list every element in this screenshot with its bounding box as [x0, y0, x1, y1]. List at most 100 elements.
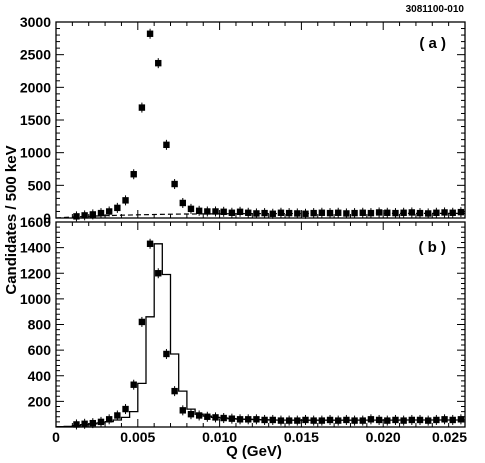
data-point	[433, 209, 440, 216]
panel-b-y-tick-label: 1200	[20, 265, 51, 281]
panel-a-y-tick-label: 2500	[20, 47, 51, 63]
panel-b-label: ( b )	[419, 239, 447, 256]
data-point	[408, 209, 416, 216]
figure-id: 3081100-010	[406, 4, 465, 15]
panel-b-frame	[55, 221, 466, 428]
panel-b-y-tick-label: 1000	[20, 291, 51, 307]
data-point	[89, 419, 97, 427]
data-point	[351, 209, 358, 217]
panel-b-y-tick-label: 400	[28, 368, 52, 384]
panel-b-y-tick-label: 600	[28, 342, 52, 358]
data-point	[171, 387, 178, 395]
panel-b-y-tick-label: 800	[28, 317, 52, 333]
data-point	[261, 209, 268, 217]
data-point	[204, 208, 211, 215]
panel-b-y-tick-label: 1600	[20, 214, 51, 230]
data-point	[195, 412, 203, 419]
data-point	[114, 412, 121, 419]
data-point	[179, 407, 186, 414]
data-point	[351, 417, 358, 424]
data-point	[163, 141, 170, 149]
data-point	[326, 416, 334, 424]
data-point	[105, 208, 113, 215]
data-point	[359, 209, 366, 216]
data-point	[122, 405, 129, 413]
data-point	[253, 416, 260, 423]
data-point	[367, 209, 375, 217]
data-point	[392, 209, 399, 217]
data-point	[335, 417, 342, 424]
data-point	[310, 417, 317, 424]
data-point	[114, 204, 121, 212]
panel-a-label: ( a )	[419, 35, 446, 52]
data-point	[138, 104, 146, 111]
data-point	[416, 209, 424, 217]
data-point	[187, 410, 195, 418]
data-point	[310, 209, 317, 217]
data-point	[105, 416, 113, 423]
data-point	[73, 213, 80, 220]
data-point	[449, 416, 456, 424]
data-point	[416, 416, 424, 424]
data-point	[228, 415, 236, 422]
data-point	[81, 212, 88, 219]
x-tick-label: 0	[52, 429, 60, 445]
panel-a-y-tick-label: 2000	[20, 79, 51, 95]
data-point	[171, 180, 178, 188]
data-point	[285, 417, 293, 424]
data-point	[155, 59, 162, 67]
data-point	[408, 416, 416, 424]
panel-a-y-tick-label: 1500	[20, 112, 51, 128]
data-point	[441, 209, 448, 216]
data-point	[269, 416, 276, 424]
data-point	[294, 210, 301, 217]
data-point	[400, 209, 407, 216]
data-point	[228, 209, 236, 216]
data-point	[441, 416, 448, 423]
data-point	[400, 417, 407, 424]
data-point	[367, 416, 375, 423]
data-point	[253, 210, 260, 217]
data-point	[269, 210, 276, 217]
data-point	[212, 414, 219, 421]
x-tick-label: 0.005	[120, 429, 155, 445]
data-point	[294, 417, 301, 424]
data-point	[204, 413, 211, 420]
x-tick-label: 0.010	[202, 429, 237, 445]
data-point	[89, 211, 97, 218]
data-point	[318, 209, 326, 216]
data-point	[392, 416, 399, 424]
panel-b: 200 400 600 800 1000 1200 1400 1600	[20, 214, 466, 430]
x-tick-label: 0.015	[284, 429, 319, 445]
data-point	[449, 209, 456, 216]
data-point	[277, 209, 285, 216]
data-point	[326, 209, 334, 217]
data-point	[97, 418, 105, 426]
panel-a-y-tick-label: 500	[28, 177, 52, 193]
data-point	[236, 416, 244, 423]
data-point	[384, 417, 391, 424]
panel-a-frame	[55, 21, 466, 219]
x-axis: 0 0.005 0.010 0.015 0.020 0.025	[52, 429, 467, 445]
y-axis-label: Candidates / 500 keV	[3, 145, 20, 294]
data-point	[375, 416, 383, 424]
data-point	[155, 270, 162, 277]
data-point	[220, 208, 227, 215]
x-axis-label: Q (GeV)	[226, 443, 282, 460]
panel-b-y-tick-label: 200	[28, 393, 52, 409]
data-point	[277, 417, 285, 424]
data-point	[375, 209, 383, 216]
data-point	[163, 350, 170, 358]
panel-a-y-tick-label: 1000	[20, 145, 51, 161]
data-point	[343, 416, 350, 424]
data-point	[318, 417, 326, 424]
panel-b-y-tick-label: 1400	[20, 240, 51, 256]
data-point	[187, 205, 195, 213]
data-point	[179, 199, 186, 207]
data-point	[261, 416, 268, 424]
data-point	[195, 207, 203, 215]
data-point	[130, 381, 137, 388]
data-point	[138, 318, 146, 326]
x-tick-label: 0.025	[432, 429, 467, 445]
